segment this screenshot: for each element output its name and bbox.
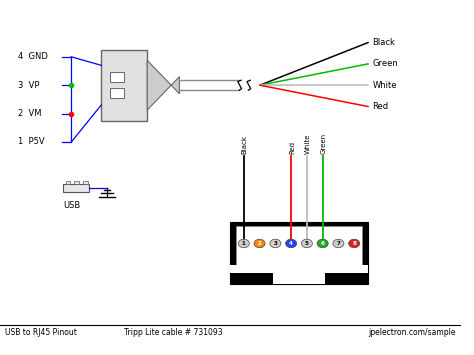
Bar (110, 72, 124, 82)
Circle shape (238, 239, 249, 248)
Bar (63, 184, 89, 192)
Text: USB to RJ45 Pinout: USB to RJ45 Pinout (5, 328, 76, 337)
Text: 6: 6 (321, 241, 325, 246)
Bar (236, 226, 363, 265)
Circle shape (254, 239, 265, 248)
Circle shape (301, 239, 312, 248)
Text: Tripp Lite cable # 731093: Tripp Lite cable # 731093 (124, 328, 223, 337)
Circle shape (349, 239, 360, 248)
Text: USB: USB (63, 201, 81, 210)
Text: Green: Green (320, 133, 327, 154)
Text: 2: 2 (258, 241, 262, 246)
Text: jpelectron.com/sample: jpelectron.com/sample (368, 328, 456, 337)
Circle shape (317, 239, 328, 248)
Bar (74, 181, 79, 184)
Text: 3: 3 (273, 241, 277, 246)
Text: Green: Green (373, 59, 398, 69)
Text: 8: 8 (352, 241, 356, 246)
Bar (110, 88, 124, 98)
Text: Black: Black (242, 135, 248, 154)
Text: 3  VP: 3 VP (18, 81, 40, 90)
Bar (101, 50, 147, 121)
Bar (65, 181, 70, 184)
Bar (230, 266, 273, 273)
Text: White: White (305, 134, 311, 154)
Bar (273, 266, 325, 284)
Bar (230, 222, 368, 284)
Text: 2  VM: 2 VM (18, 109, 42, 118)
Circle shape (270, 239, 281, 248)
Text: 5: 5 (305, 241, 309, 246)
Polygon shape (147, 60, 179, 110)
Text: 7: 7 (337, 241, 340, 246)
Text: 4  GND: 4 GND (18, 52, 48, 61)
Text: Red: Red (373, 102, 389, 111)
Text: 4: 4 (289, 241, 293, 246)
Bar (83, 181, 88, 184)
Text: Black: Black (373, 38, 395, 47)
Text: 1  P5V: 1 P5V (18, 137, 45, 147)
Circle shape (285, 239, 297, 248)
Circle shape (333, 239, 344, 248)
Text: Red: Red (289, 141, 295, 154)
Bar (325, 266, 368, 273)
Text: 1: 1 (242, 241, 246, 246)
Text: White: White (373, 81, 397, 90)
